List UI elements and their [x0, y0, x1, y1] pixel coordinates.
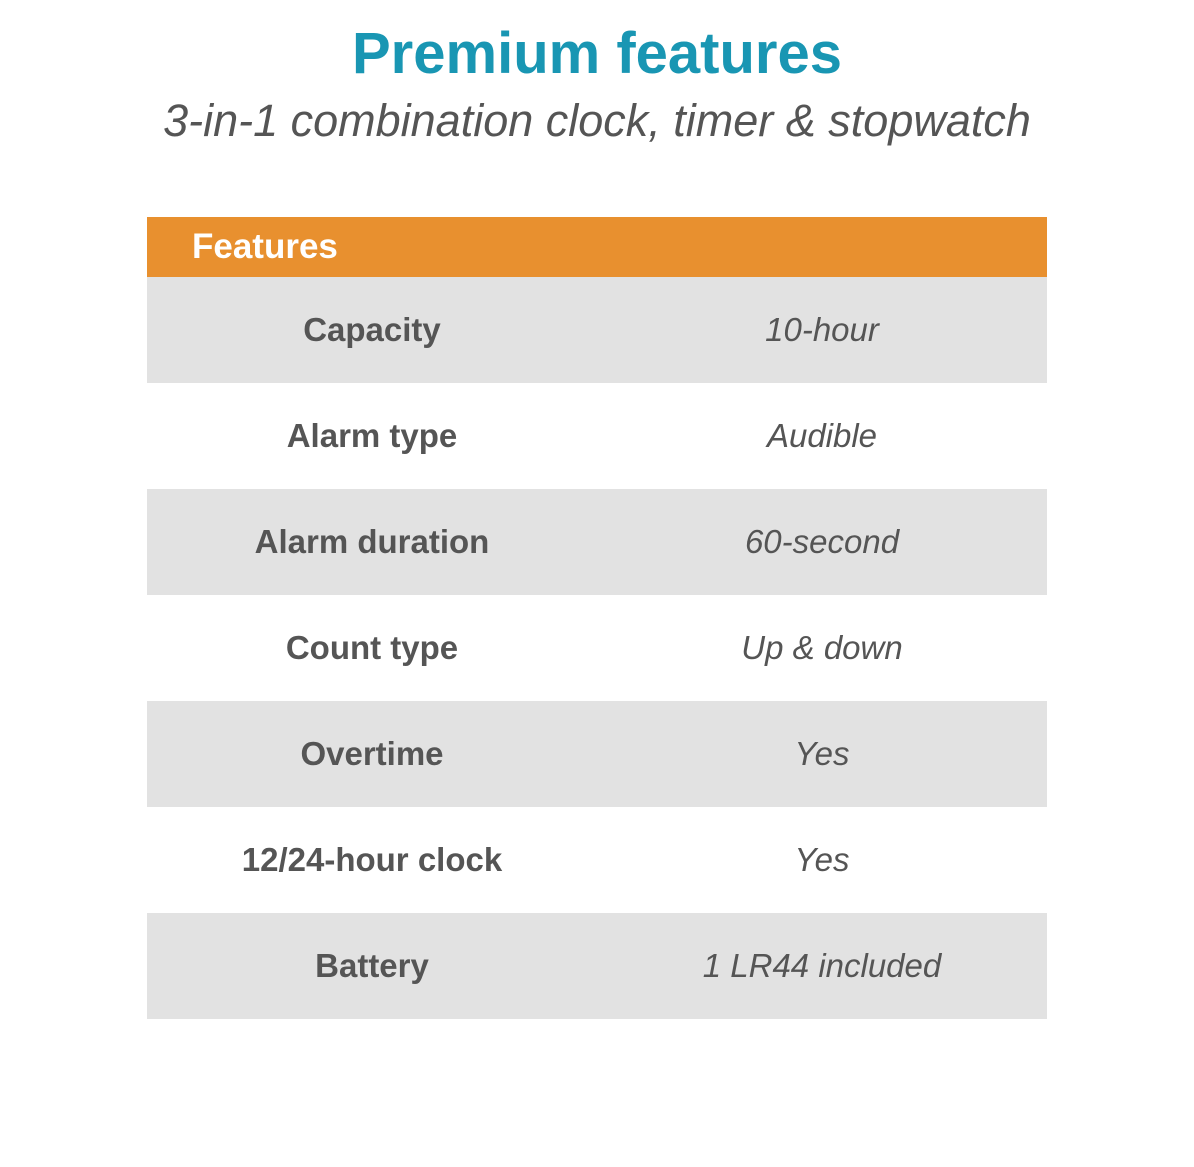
feature-label: Alarm duration [147, 489, 597, 595]
feature-value: 60-second [597, 489, 1047, 595]
table-row: Count type Up & down [147, 595, 1047, 701]
feature-label: Battery [147, 913, 597, 1019]
feature-value: 10-hour [597, 277, 1047, 383]
feature-value: Yes [597, 701, 1047, 807]
table-row: Overtime Yes [147, 701, 1047, 807]
feature-label: Alarm type [147, 383, 597, 489]
feature-label: Count type [147, 595, 597, 701]
table-row: Battery 1 LR44 included [147, 913, 1047, 1019]
feature-label: 12/24-hour clock [147, 807, 597, 913]
table-row: Alarm type Audible [147, 383, 1047, 489]
table-row: Capacity 10-hour [147, 277, 1047, 383]
page-subtitle: 3-in-1 combination clock, timer & stopwa… [163, 95, 1031, 147]
feature-value: Audible [597, 383, 1047, 489]
feature-value: Yes [597, 807, 1047, 913]
page-title: Premium features [352, 20, 842, 87]
features-table: Features Capacity 10-hour Alarm type Aud… [147, 217, 1047, 1019]
feature-label: Overtime [147, 701, 597, 807]
table-row: Alarm duration 60-second [147, 489, 1047, 595]
feature-value: Up & down [597, 595, 1047, 701]
table-header: Features [147, 217, 1047, 277]
feature-label: Capacity [147, 277, 597, 383]
feature-value: 1 LR44 included [597, 913, 1047, 1019]
table-row: 12/24-hour clock Yes [147, 807, 1047, 913]
